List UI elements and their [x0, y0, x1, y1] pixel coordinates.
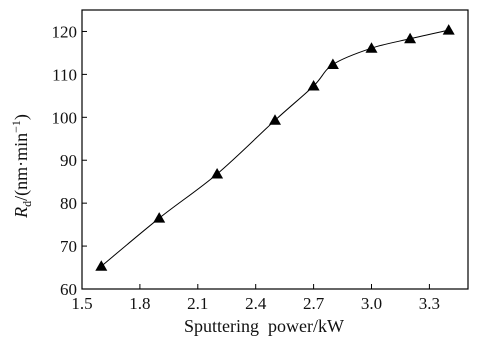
y-label-subscript: d	[20, 201, 34, 207]
data-point-triangle	[404, 32, 417, 44]
plot-frame	[81, 9, 469, 290]
series-line	[100, 29, 449, 267]
x-tick-label: 2.1	[187, 294, 208, 313]
data-point-triangle	[326, 58, 339, 70]
y-tick-label: 70	[60, 237, 77, 256]
x-tick-label: 3.3	[419, 294, 440, 313]
data-point-triangle	[153, 212, 166, 223]
data-point-triangle	[365, 42, 378, 53]
x-tick-label: 3.0	[361, 294, 382, 313]
x-tick-label: 1.8	[129, 294, 150, 313]
x-tick-label: 2.7	[303, 294, 325, 313]
x-tick-label: 2.4	[245, 294, 267, 313]
y-label-close: )	[11, 114, 32, 120]
data-point-triangle	[269, 114, 281, 125]
y-label-unit: /(nm·min	[11, 133, 32, 201]
y-tick-label: 110	[52, 65, 77, 84]
y-tick-label: 100	[52, 108, 78, 127]
data-point-triangle	[95, 260, 108, 271]
y-tick-label: 80	[60, 194, 77, 213]
y-tick-label: 90	[60, 151, 77, 170]
y-tick-label: 120	[52, 22, 78, 41]
x-tick-label: 1.5	[71, 294, 92, 313]
data-point-triangle	[442, 24, 455, 35]
y-axis-label: Rd/(nm·min−1)	[9, 114, 34, 219]
y-label-exponent: −1	[9, 120, 23, 133]
data-point-triangle	[307, 79, 320, 91]
y-label-symbol: R	[11, 207, 31, 219]
y-tick-label: 60	[60, 280, 77, 299]
data-point-triangle	[211, 167, 224, 179]
x-axis-label: Sputtering power/kW	[184, 316, 344, 336]
